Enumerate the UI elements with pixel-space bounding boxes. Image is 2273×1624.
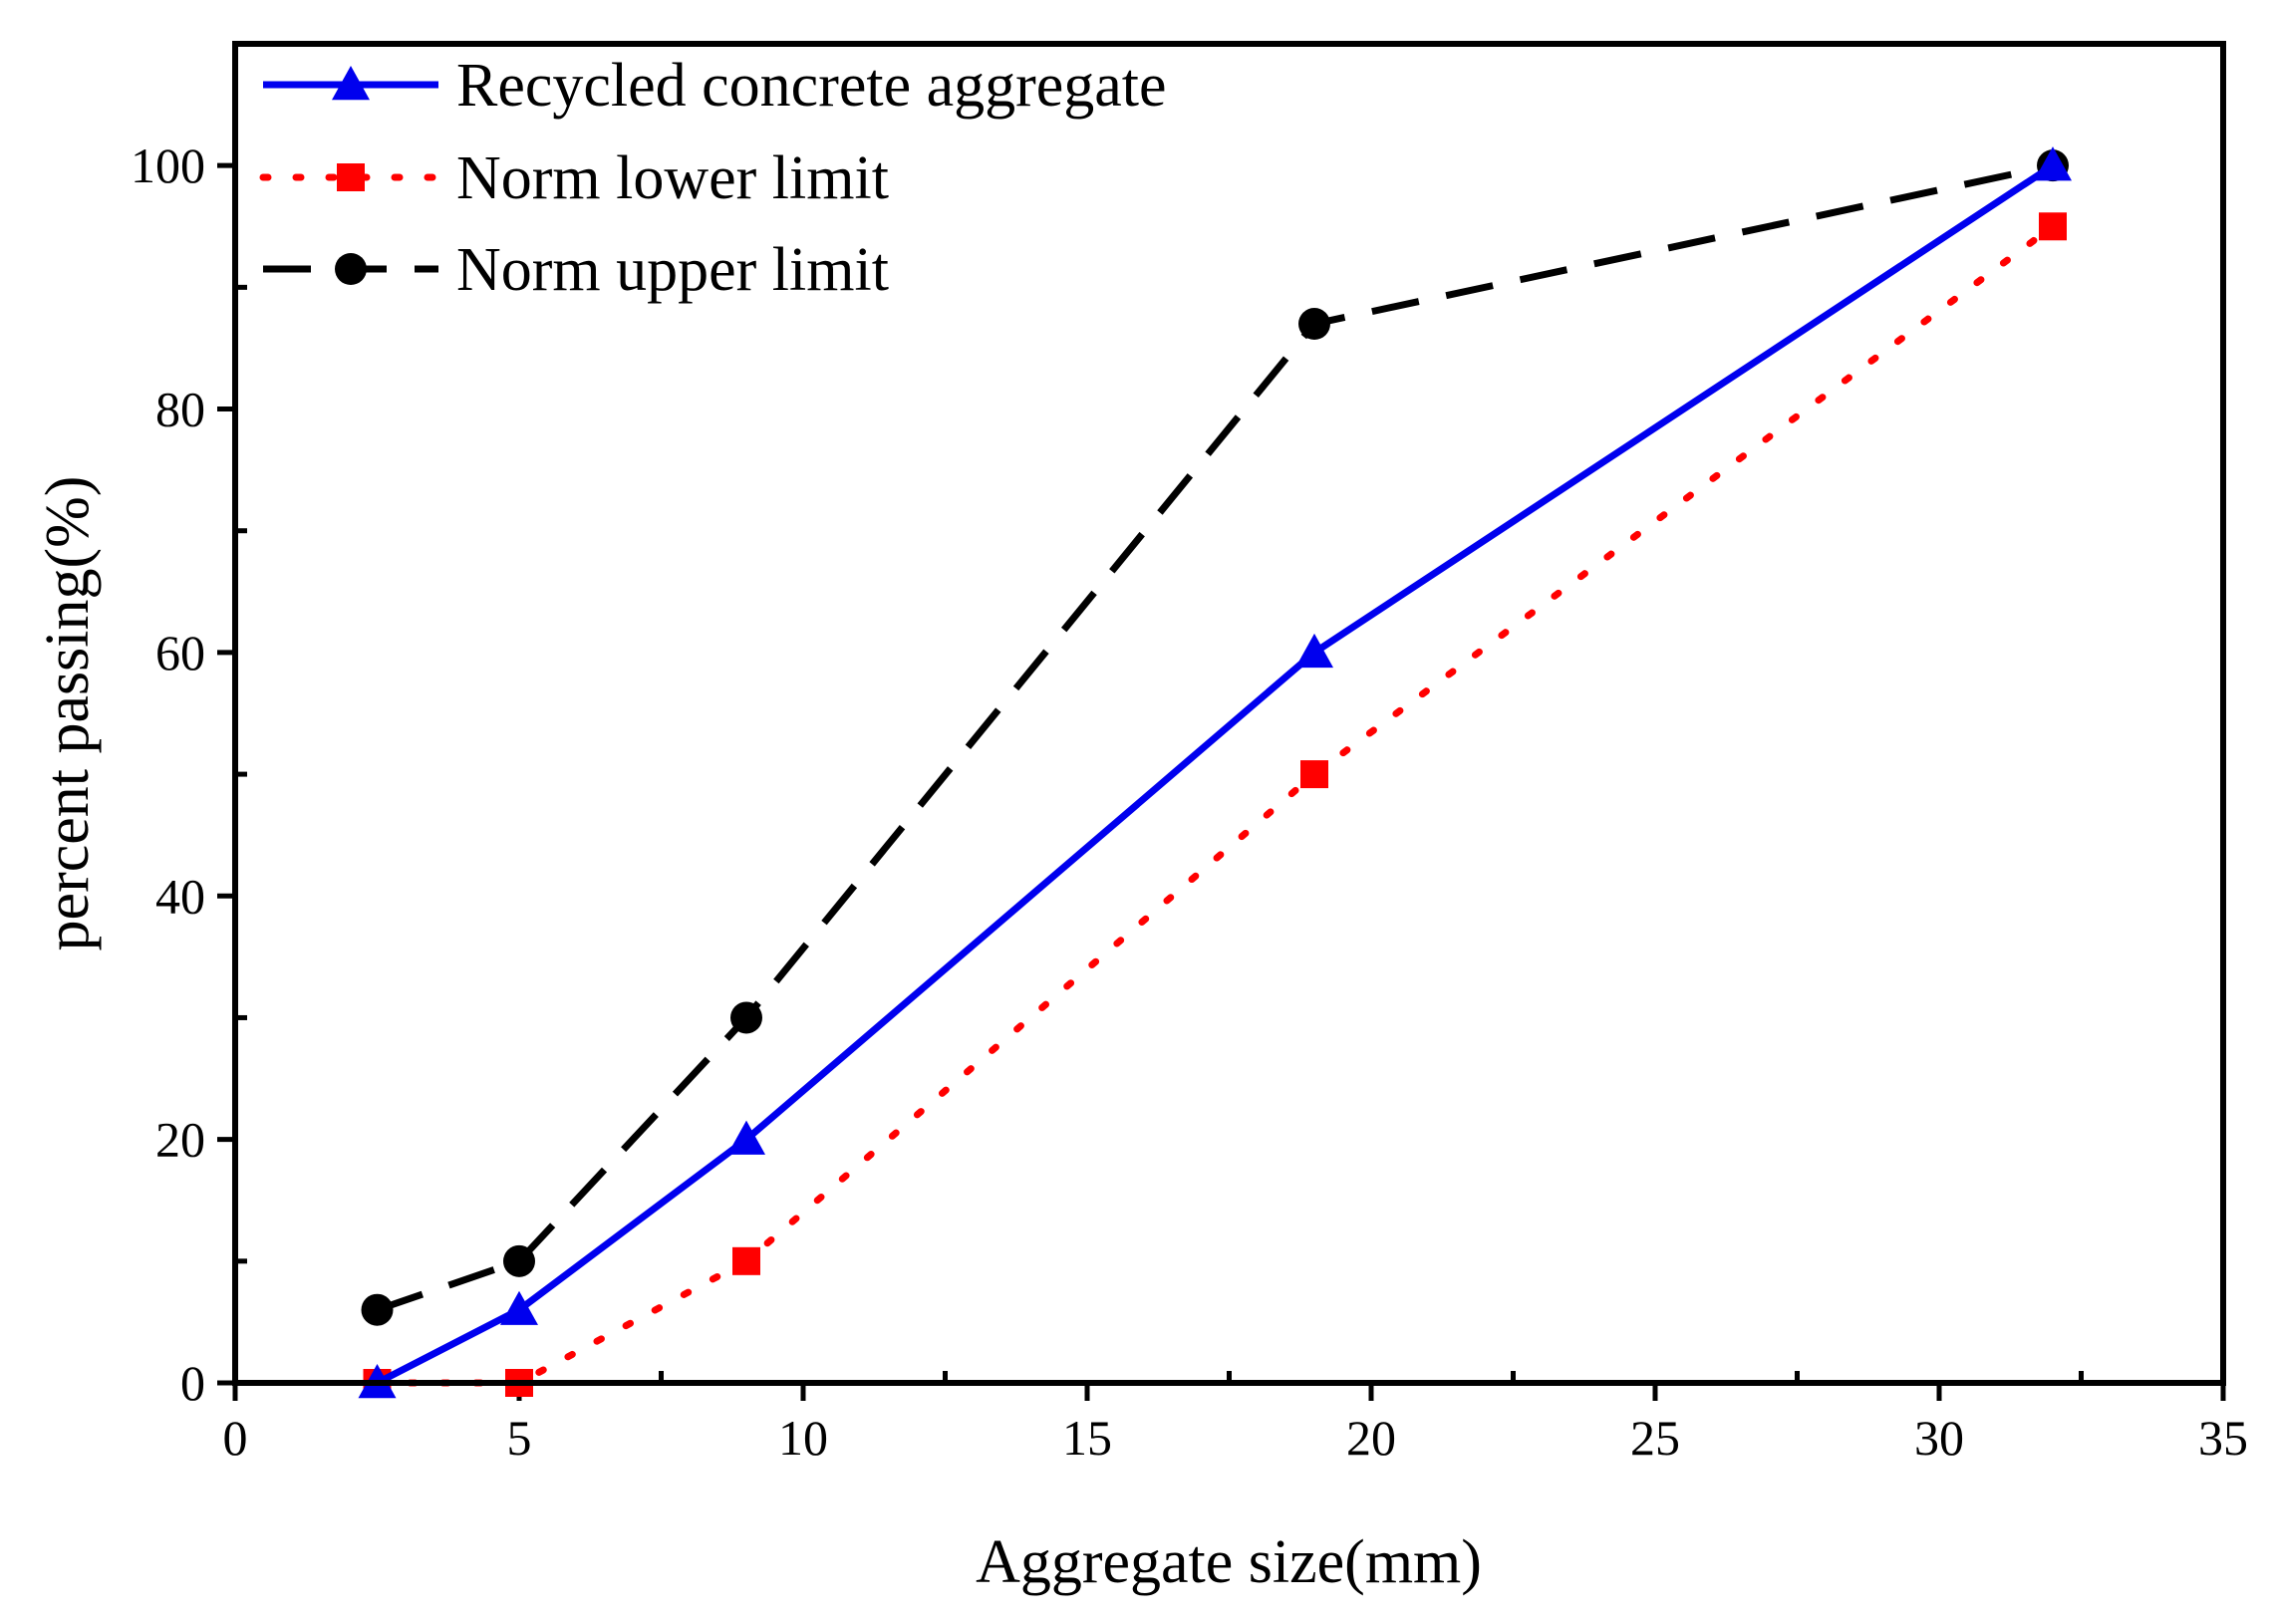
series-line xyxy=(374,222,2057,1387)
y-tick-label: 20 xyxy=(155,1112,205,1168)
data-point xyxy=(361,1293,394,1326)
data-point xyxy=(1295,633,1333,669)
data-point xyxy=(1298,308,1330,341)
legend-label: Recycled concrete aggregate xyxy=(456,52,1167,120)
x-tick-label: 20 xyxy=(1346,1410,1396,1466)
data-point xyxy=(503,1244,535,1277)
y-tick-label: 80 xyxy=(155,382,205,437)
y-tick-label: 60 xyxy=(155,625,205,680)
x-tick-label: 0 xyxy=(223,1410,248,1466)
legend: Recycled concrete aggregate Norm lower li… xyxy=(259,52,1167,304)
y-tick-label: 0 xyxy=(180,1355,205,1411)
data-point xyxy=(727,1120,765,1155)
axis-ticks: 0 5 10 15 20 25 30 35 0 20 40 60 80 100 xyxy=(131,137,2248,1466)
data-point xyxy=(500,1290,538,1325)
data-point xyxy=(2034,146,2072,181)
legend-marker xyxy=(332,66,370,101)
series-line xyxy=(375,162,2055,1387)
legend-item: Norm upper limit xyxy=(263,236,889,304)
y-tick-label: 100 xyxy=(131,137,205,193)
series-1 xyxy=(363,212,2067,1397)
legend-item: Norm lower limit xyxy=(259,144,889,212)
x-tick-label: 10 xyxy=(778,1410,828,1466)
data-point xyxy=(730,1001,762,1034)
data-point xyxy=(732,1246,760,1275)
series-0 xyxy=(358,146,2072,1399)
x-tick-label: 25 xyxy=(1630,1410,1680,1466)
data-point xyxy=(2039,212,2067,241)
y-tick-label: 40 xyxy=(155,868,205,924)
legend-marker xyxy=(335,253,367,285)
data-point xyxy=(1300,760,1328,789)
series-layer xyxy=(358,146,2072,1399)
x-tick-label: 5 xyxy=(507,1410,532,1466)
x-axis-title: Aggregate size(mm) xyxy=(976,1528,1482,1596)
y-axis-title: percent passing(%) xyxy=(34,476,102,951)
legend-label: Norm lower limit xyxy=(456,144,889,212)
legend-marker xyxy=(337,163,365,191)
plot-frame xyxy=(232,41,2226,1386)
legend-item: Recycled concrete aggregate xyxy=(263,52,1167,120)
x-tick-label: 15 xyxy=(1062,1410,1112,1466)
legend-label: Norm upper limit xyxy=(456,236,889,304)
x-tick-label: 35 xyxy=(2198,1410,2248,1466)
x-tick-label: 30 xyxy=(1914,1410,1964,1466)
